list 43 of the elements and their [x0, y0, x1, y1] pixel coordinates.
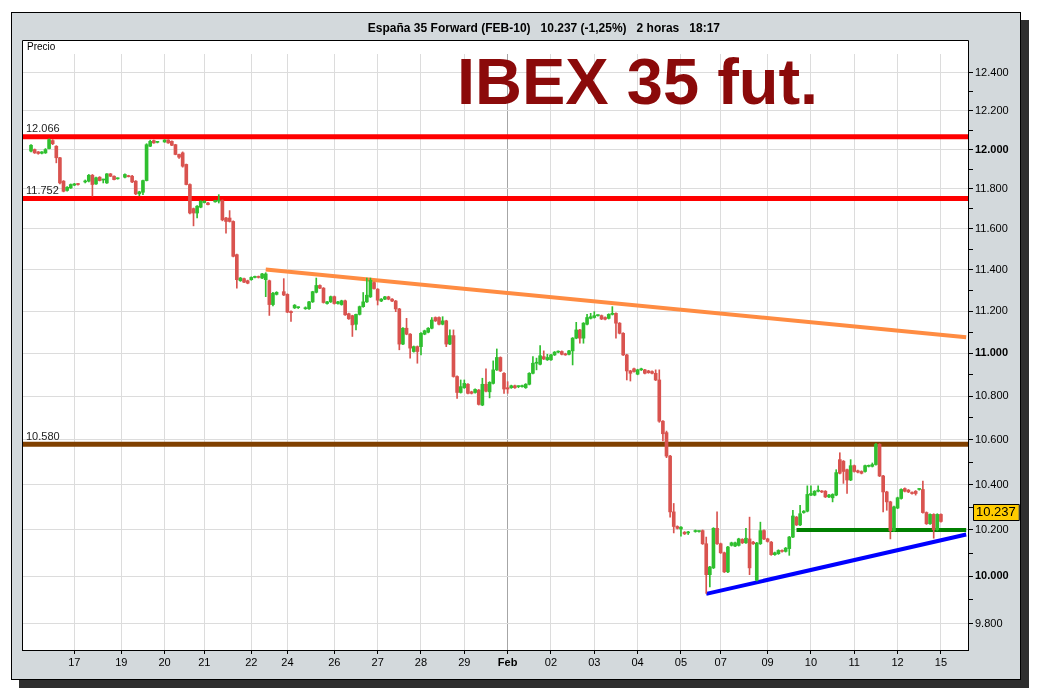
x-tick-label: 15 — [934, 655, 948, 668]
x-tick-label: 29 — [458, 655, 471, 668]
y-tick-label: 10.800 — [975, 389, 1009, 402]
x-tick-label: 07 — [714, 655, 727, 668]
ref-line-label: 12.066 — [26, 122, 60, 135]
x-tick-label: 05 — [674, 655, 688, 668]
y-tick-label: 10.400 — [975, 477, 1009, 490]
y-tick-label: 11.600 — [975, 221, 1008, 234]
x-tick-label: 21 — [198, 655, 211, 668]
x-tick-label: 22 — [245, 655, 258, 668]
x-tick-label: 03 — [588, 655, 601, 668]
x-tick-label: 20 — [158, 655, 171, 668]
x-tick-label: 04 — [631, 655, 644, 668]
x-tick-label: 26 — [328, 655, 341, 668]
y-tick-label: 12.000 — [975, 142, 1009, 155]
x-tick-label: 12 — [891, 655, 904, 668]
y-tick-label: 10.600 — [975, 432, 1009, 445]
y-tick-label: 11.000 — [975, 346, 1009, 359]
y-tick-label: 10.000 — [975, 569, 1009, 582]
x-tick-label: 17 — [68, 655, 81, 668]
x-tick-label: 28 — [414, 655, 428, 668]
x-tick-label: 09 — [761, 655, 774, 668]
y-tick-label: 11.400 — [975, 262, 1008, 275]
candlestick — [819, 490, 824, 493]
chart-title: IBEX 35 fut. — [457, 45, 819, 118]
y-tick-label: 9.800 — [975, 616, 1003, 629]
x-tick-label: 27 — [371, 655, 384, 668]
x-tick-label: 10 — [804, 655, 818, 668]
text: 10.237 — [976, 504, 1016, 520]
y-tick-label: 10.200 — [975, 522, 1009, 535]
x-tick-label: 19 — [115, 655, 128, 668]
chart-subtitle: España 35 Forward (FEB-10) 10.237 (-1,25%) 2 horas 18:17 — [366, 21, 720, 35]
x-tick-label: 24 — [281, 655, 294, 668]
x-tick-label: 02 — [544, 655, 558, 668]
y-tick-label: 12.400 — [975, 65, 1009, 78]
ref-line-label: 11.752 — [26, 183, 59, 196]
x-tick-label: 11 — [848, 655, 860, 668]
y-tick-label: 11.800 — [975, 181, 1008, 194]
y-tick-label: 11.200 — [975, 304, 1008, 317]
y-tick-label: 12.200 — [975, 103, 1009, 116]
x-tick-label: Feb — [497, 655, 518, 668]
ref-line-label: 10.580 — [26, 429, 60, 442]
y-axis-title: Precio — [27, 40, 56, 52]
